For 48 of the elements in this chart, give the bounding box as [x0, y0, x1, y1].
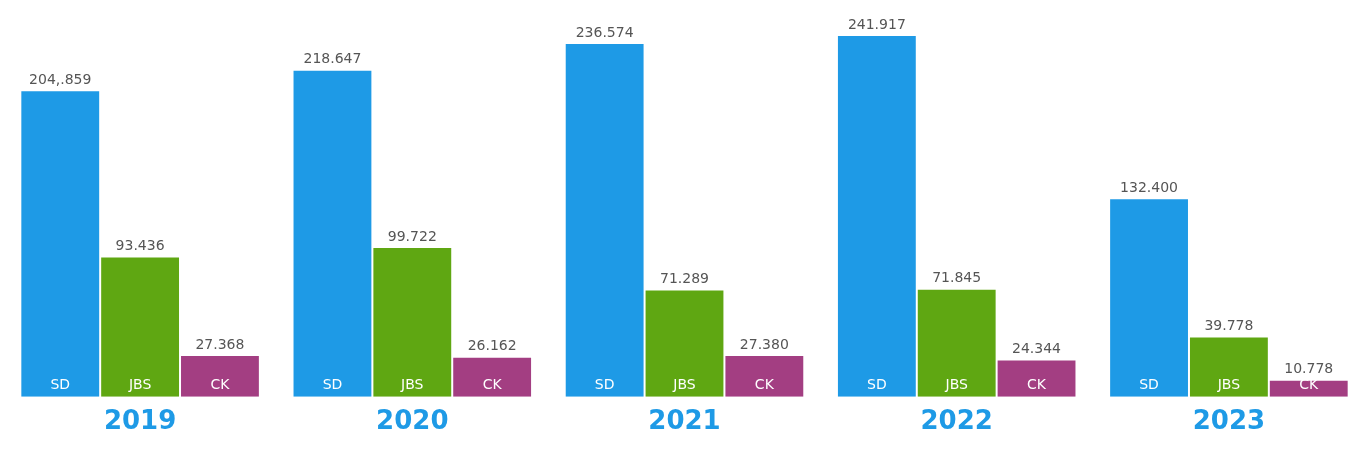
x-tick-label: 2023	[1192, 405, 1266, 436]
data-label: 71.289	[660, 270, 709, 287]
data-label: 236.574	[575, 23, 634, 40]
bar	[917, 289, 996, 397]
text: SD	[594, 376, 615, 393]
bar	[181, 355, 259, 397]
text: CK	[210, 376, 230, 393]
data-label: 27.368	[195, 335, 245, 352]
x-tick-label: 2019	[103, 405, 177, 436]
bar	[373, 248, 452, 397]
bar	[725, 355, 804, 397]
data-label: 204,.859	[29, 70, 92, 87]
data-label: 99.722	[387, 227, 437, 244]
data-label: 27.380	[739, 335, 789, 352]
text: SD	[1139, 376, 1159, 393]
text: CK	[754, 376, 774, 393]
text: JBS	[401, 376, 424, 393]
bar	[453, 357, 532, 397]
data-label: 132.400	[1120, 179, 1179, 196]
series-label: JBS	[127, 376, 152, 393]
bar	[645, 290, 724, 397]
bar	[1189, 337, 1268, 397]
data-label: 241.917	[847, 15, 906, 32]
text: SD	[322, 376, 343, 393]
bar	[565, 44, 644, 397]
text: CK	[482, 376, 502, 393]
data-label: 93.436	[115, 237, 165, 254]
bar	[997, 360, 1076, 397]
text: JBS	[1217, 376, 1241, 393]
data-label: 10.778	[1284, 360, 1334, 377]
bar	[101, 257, 180, 397]
bar	[293, 70, 372, 397]
bar	[21, 91, 100, 397]
text: JBS	[673, 376, 696, 393]
bar	[837, 36, 916, 397]
x-tick-label: 2021	[648, 405, 721, 436]
data-label: 24.344	[1012, 340, 1062, 357]
data-label: 218.647	[303, 50, 362, 67]
data-label: 71.845	[932, 269, 982, 286]
x-tick-label: 2022	[920, 405, 993, 436]
text: SD	[867, 376, 887, 393]
data-label: 39.778	[1204, 317, 1254, 334]
data-label: 26.162	[467, 337, 517, 354]
bar	[1110, 199, 1188, 397]
text: JBS	[945, 376, 968, 393]
x-tick-label: 2020	[376, 405, 449, 436]
text: CK	[1027, 376, 1047, 393]
series-label: SD	[50, 376, 71, 393]
